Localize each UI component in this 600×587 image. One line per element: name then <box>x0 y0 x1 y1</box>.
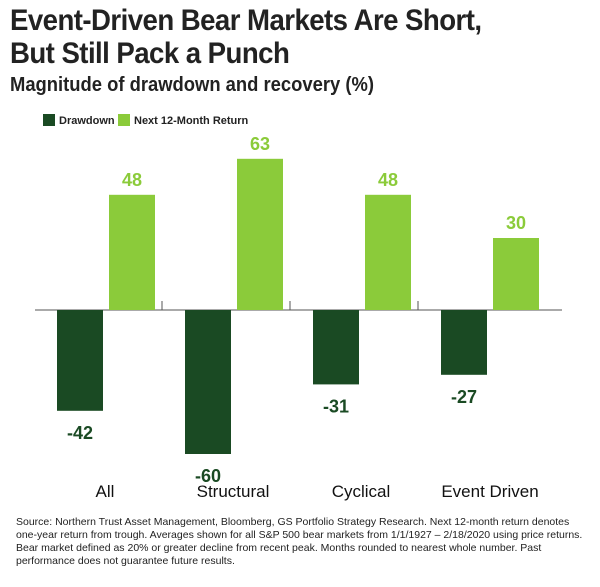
data-label-return-all: 48 <box>122 170 142 190</box>
bar-return-structural <box>237 158 283 310</box>
data-label-drawdown-structural: -60 <box>195 466 221 486</box>
data-label-return-structural: 63 <box>250 134 270 154</box>
category-label-all: All <box>96 482 115 501</box>
bar-return-all <box>109 194 155 310</box>
bar-return-event-driven <box>493 238 539 310</box>
data-label-return-cyclical: 48 <box>378 170 398 190</box>
bar-drawdown-structural <box>185 310 231 454</box>
data-label-drawdown-event-driven: -27 <box>451 387 477 407</box>
legend-label-return: Next 12-Month Return <box>134 115 249 127</box>
bar-chart: Drawdown Next 12-Month Return -42 48 All -60 6… <box>35 114 562 501</box>
category-label-event-driven: Event Driven <box>441 482 538 501</box>
bar-drawdown-all <box>57 310 103 411</box>
data-label-return-event-driven: 30 <box>506 213 526 233</box>
bar-drawdown-event-driven <box>441 310 487 375</box>
chart-title-line-1: Event-Driven Bear Markets Are Short, <box>10 4 482 37</box>
category-label-cyclical: Cyclical <box>332 482 391 501</box>
bar-drawdown-cyclical <box>313 310 359 385</box>
chart-title: Event-Driven Bear Markets Are Short, But… <box>10 4 548 70</box>
bar-return-cyclical <box>365 194 411 310</box>
chart-subtitle: Magnitude of drawdown and recovery (%) <box>10 74 374 96</box>
source-note: Source: Northern Trust Asset Management,… <box>16 516 583 567</box>
legend-swatch-drawdown <box>43 114 55 126</box>
chart-title-line-2: But Still Pack a Punch <box>10 37 290 70</box>
legend-label-drawdown: Drawdown <box>59 115 115 127</box>
data-label-drawdown-cyclical: -31 <box>323 396 349 416</box>
legend-swatch-return <box>118 114 130 126</box>
category-label-structural: Structural <box>197 482 270 501</box>
data-label-drawdown-all: -42 <box>67 423 93 443</box>
